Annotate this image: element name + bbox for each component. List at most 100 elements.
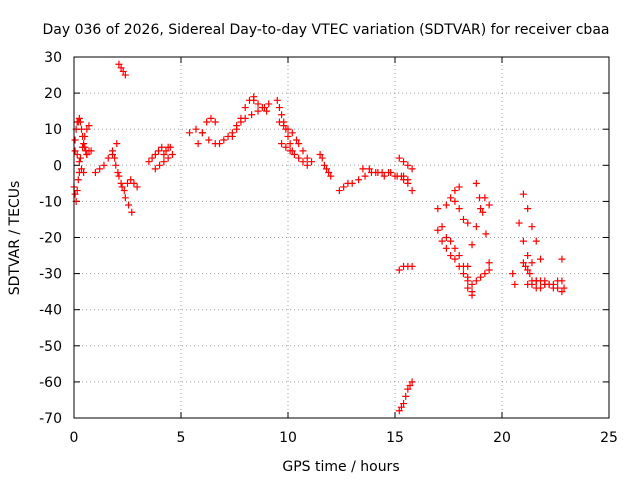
data-point [408, 378, 416, 386]
series-arc-12 [160, 143, 174, 158]
data-point [158, 143, 166, 151]
data-point [395, 407, 403, 415]
data-point [524, 252, 532, 260]
data-point [91, 169, 99, 177]
data-point [250, 96, 258, 104]
data-point [408, 262, 416, 270]
data-point [241, 114, 249, 122]
y-tick-label: 0 [53, 158, 62, 174]
data-point [455, 205, 463, 213]
data-point [558, 277, 566, 285]
series-arc-32 [434, 226, 476, 299]
data-point [408, 165, 416, 173]
data-point [111, 154, 119, 162]
x-tick-label: 15 [386, 430, 404, 446]
x-tick-label: 0 [70, 430, 79, 446]
series-arc-21 [275, 118, 301, 144]
x-tick-label: 10 [279, 430, 297, 446]
data-point [284, 125, 292, 133]
data-point [408, 187, 416, 195]
data-point [451, 197, 459, 205]
data-point [359, 165, 367, 173]
series-arc-17 [241, 100, 273, 122]
data-point [288, 129, 296, 137]
data-point [558, 288, 566, 296]
series-arc-5 [83, 147, 95, 158]
y-tick-label: 10 [44, 122, 62, 138]
data-point [130, 179, 138, 187]
data-point [476, 194, 484, 202]
data-point [485, 201, 493, 209]
data-point [522, 262, 530, 270]
data-point [355, 176, 363, 184]
data-point [113, 140, 121, 148]
data-point [303, 161, 311, 169]
data-point [455, 183, 463, 191]
y-tick-label: 30 [44, 50, 62, 66]
data-point [254, 107, 262, 115]
series-arc-22 [295, 140, 316, 166]
data-point [340, 183, 348, 191]
data-point [73, 187, 81, 195]
data-point [76, 118, 84, 126]
series-arc-15 [216, 118, 245, 148]
series-arc-3 [76, 122, 93, 162]
data-point [192, 125, 200, 133]
x-tick-label: 20 [493, 430, 511, 446]
series-arc-10 [145, 143, 166, 166]
series-arc-8 [111, 154, 141, 195]
data-point [162, 147, 170, 155]
data-point [464, 277, 472, 285]
series-arc-9 [115, 60, 129, 79]
data-point [477, 205, 485, 213]
y-tick-label: -70 [39, 411, 62, 427]
series-arc-16 [228, 93, 258, 140]
data-point [265, 100, 273, 108]
data-point [286, 140, 294, 148]
data-point [524, 266, 532, 274]
data-point [554, 284, 562, 292]
data-point [380, 172, 388, 180]
data-point [121, 71, 129, 79]
data-point [308, 158, 316, 166]
data-point [511, 280, 519, 288]
data-point [155, 147, 163, 155]
data-point [160, 158, 168, 166]
data-point [325, 169, 333, 177]
data-point [472, 277, 480, 285]
data-point [207, 114, 215, 122]
data-point [526, 270, 534, 278]
data-point [378, 169, 386, 177]
data-point [485, 259, 493, 267]
data-point [80, 169, 88, 177]
data-point [168, 150, 176, 158]
data-point [400, 400, 408, 408]
data-point [115, 172, 123, 180]
data-point [75, 114, 83, 122]
series-arc-23 [316, 150, 335, 180]
grid-lines [73, 56, 610, 419]
series-arc-36 [464, 194, 493, 270]
y-axis-label: SDTVAR / TECUs [7, 181, 23, 296]
data-point [258, 104, 266, 112]
data-point [335, 187, 343, 195]
data-point [254, 100, 262, 108]
data-point [519, 237, 527, 245]
data-point [220, 136, 228, 144]
data-point [75, 158, 83, 166]
data-point [194, 140, 202, 148]
series-arc-4 [71, 147, 88, 177]
data-point [120, 187, 128, 195]
data-point [71, 136, 79, 144]
data-point [71, 147, 79, 155]
series-arc-24 [335, 179, 356, 195]
data-point [156, 161, 164, 169]
data-point [395, 266, 403, 274]
data-point [248, 111, 256, 119]
data-point [81, 132, 89, 140]
data-point [434, 226, 442, 234]
data-point [537, 255, 545, 263]
series-arc-43 [528, 277, 566, 288]
data-point [286, 147, 294, 155]
